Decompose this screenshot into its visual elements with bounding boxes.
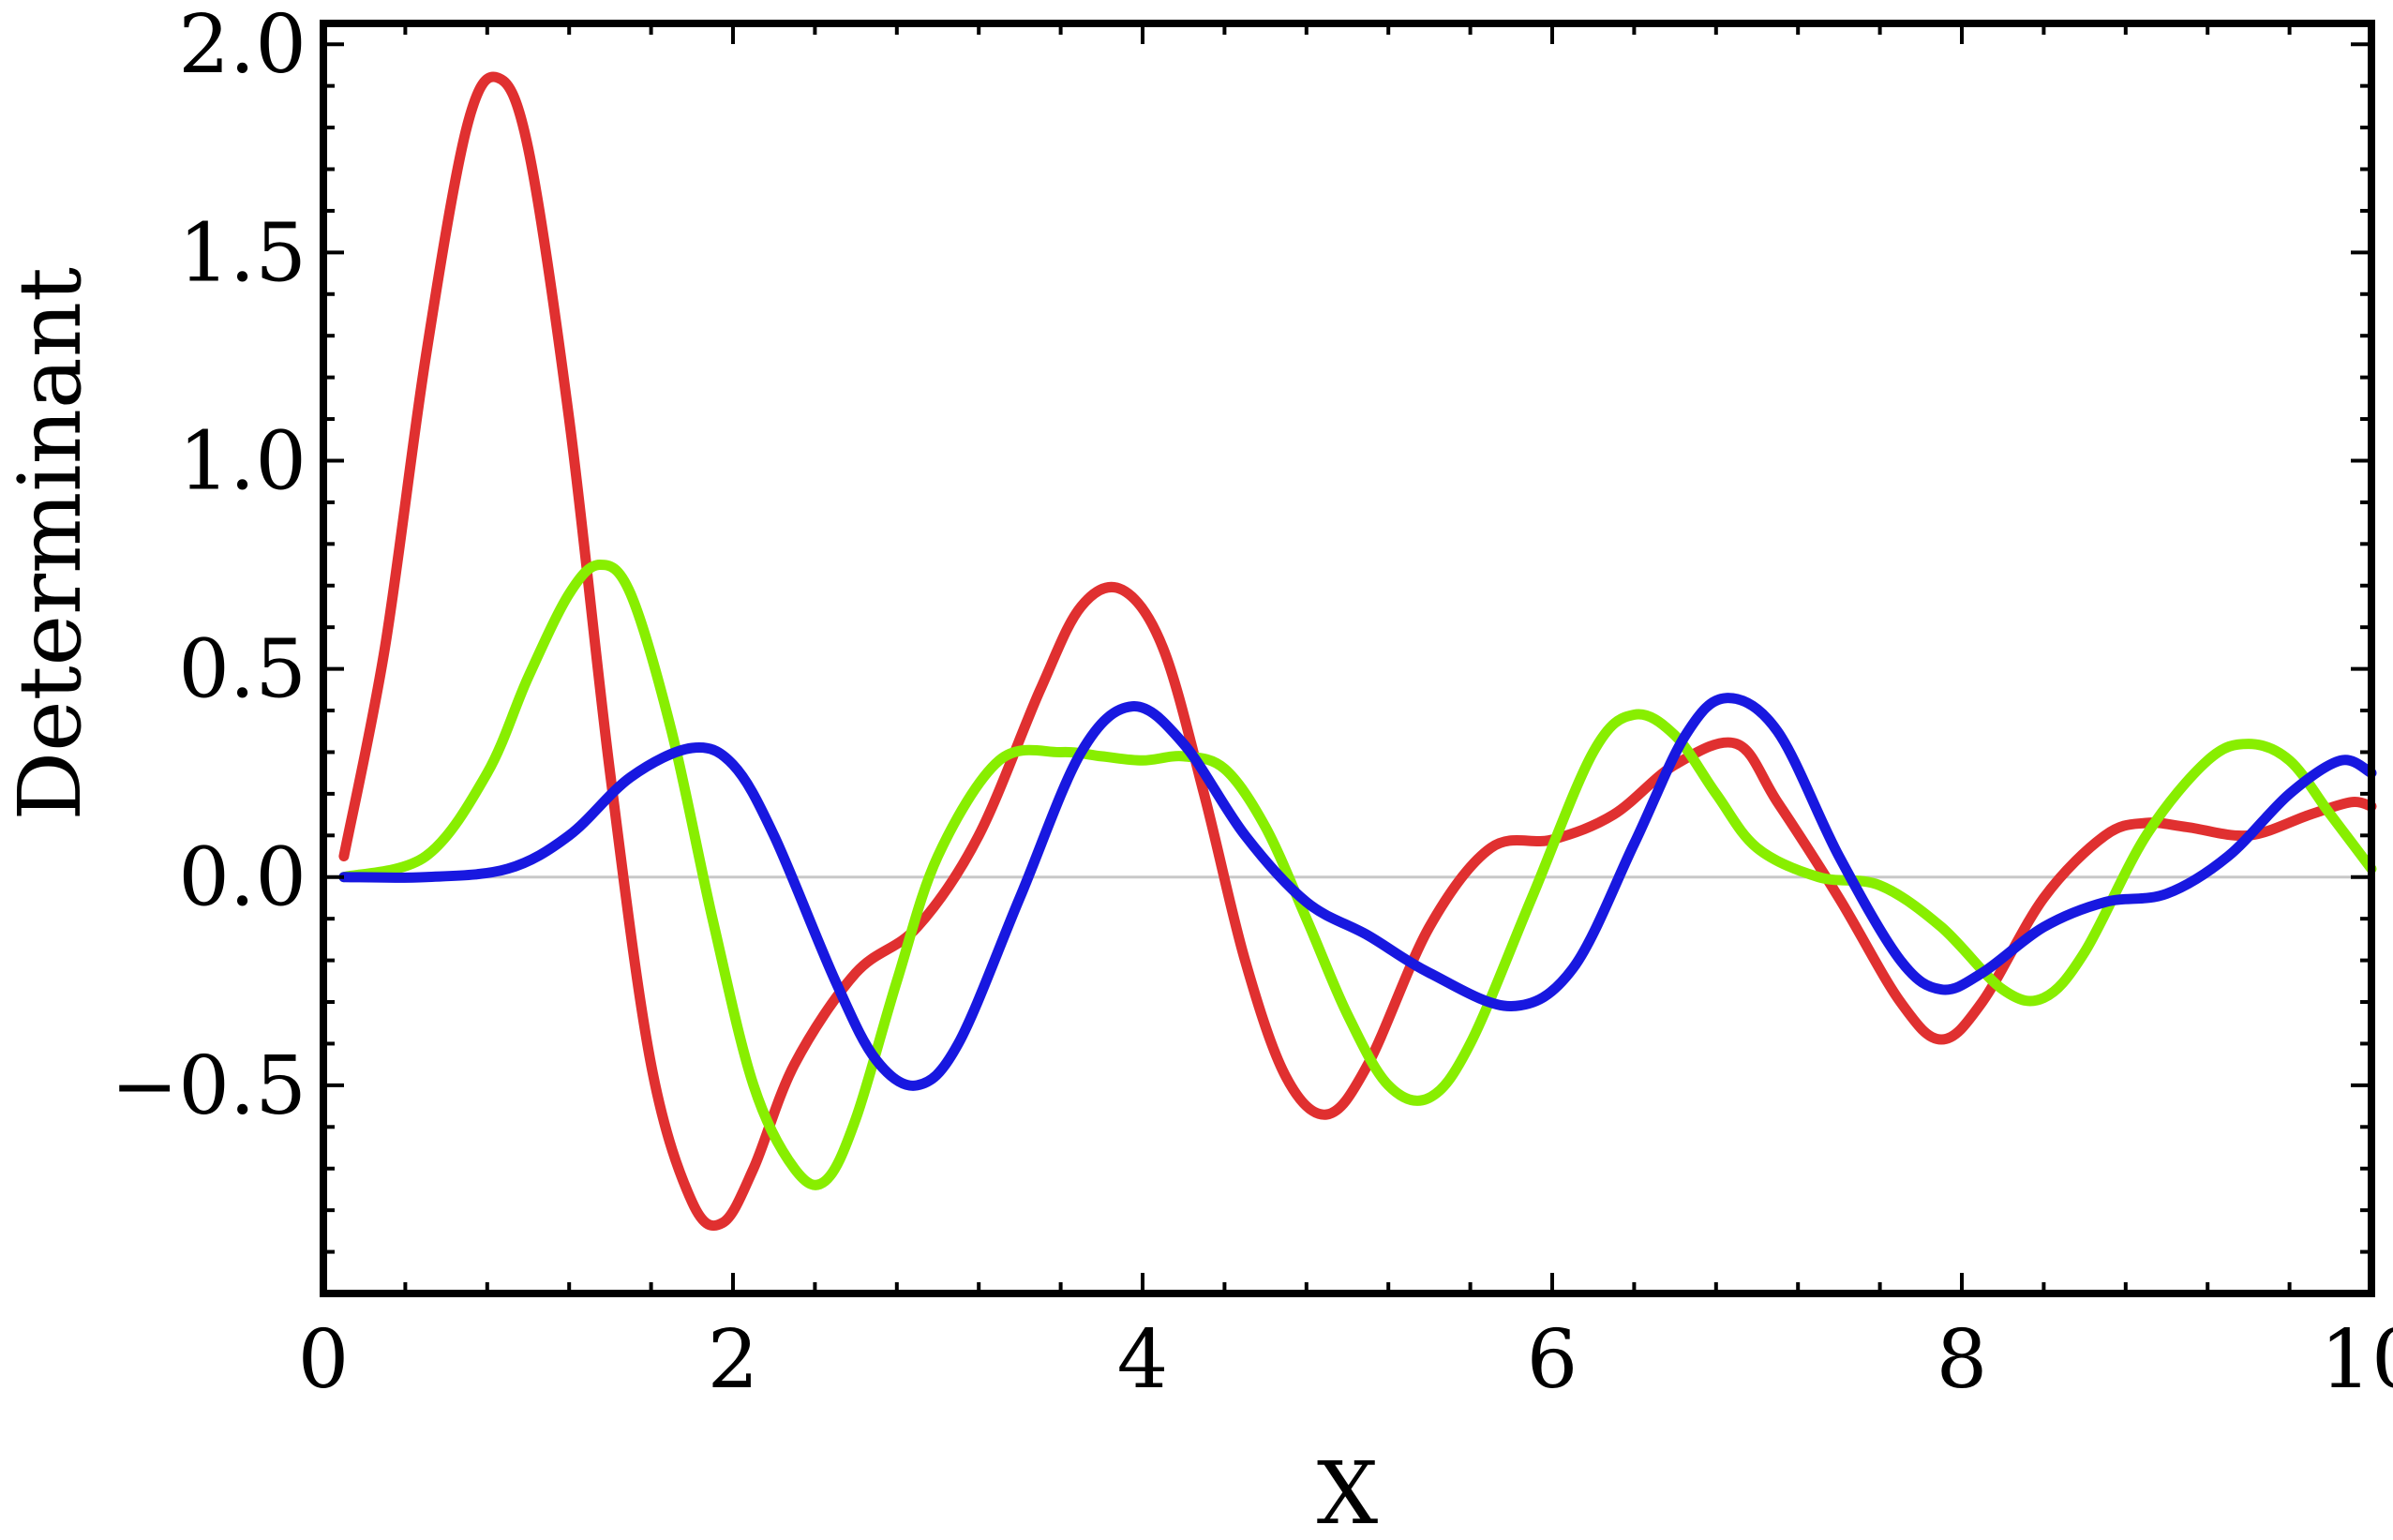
x-tick-label: 10 [2320, 1313, 2393, 1407]
x-tick-label: 2 [708, 1313, 759, 1407]
series-layer [338, 71, 2377, 1231]
x-axis-label: X [1317, 1443, 1379, 1540]
x-tick-label: 8 [1937, 1313, 1988, 1407]
y-tick-label: 2.0 [178, 0, 307, 92]
y-tick-label: 0.0 [178, 831, 307, 925]
x-tick-label: 4 [1117, 1313, 1169, 1407]
y-tick-label: 1.0 [178, 414, 307, 508]
y-tick-label: −0.5 [111, 1039, 307, 1133]
series-line-1 [338, 71, 2377, 1231]
series-line-2 [338, 560, 2377, 1190]
tick-layer: 0 2 4 6 8 10 −0.5 0.0 0.5 1.0 1.5 2.0 [111, 0, 2393, 1407]
series-line-3 [338, 693, 2377, 1091]
y-axis-label: Determinant [0, 267, 100, 821]
x-tick-label: 6 [1527, 1313, 1578, 1407]
x-tick-label: 0 [298, 1313, 350, 1407]
y-tick-label: 0.5 [178, 623, 307, 717]
y-tick-label: 1.5 [178, 206, 307, 300]
plot-frame [320, 20, 2375, 1297]
